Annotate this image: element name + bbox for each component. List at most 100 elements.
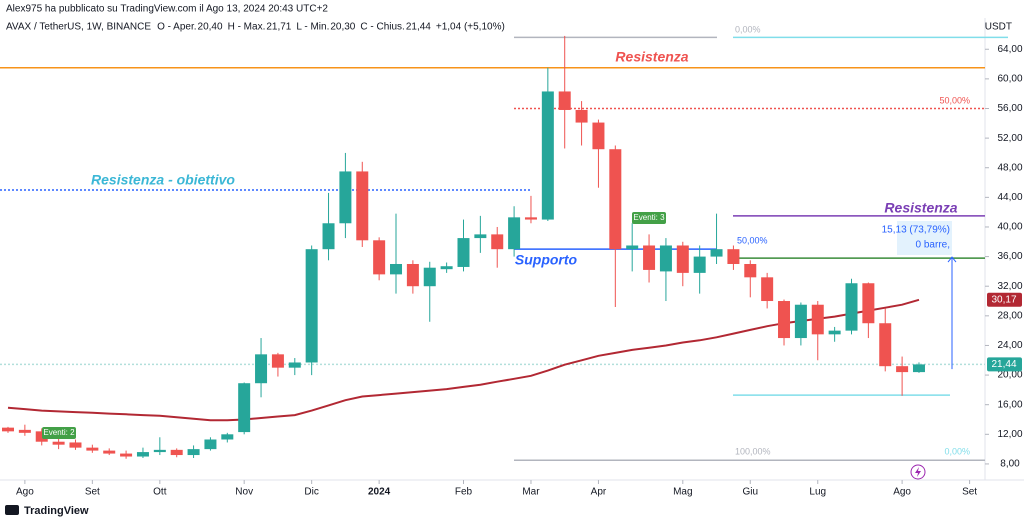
x-tick-label: Ago — [16, 487, 34, 498]
candle-body — [761, 277, 774, 302]
measure-box — [897, 221, 952, 255]
fib-label: 100,00% — [735, 446, 771, 456]
candle-body — [558, 91, 571, 110]
candle-body — [238, 383, 251, 433]
footer-logo: TradingView — [24, 505, 89, 517]
candle-body — [676, 245, 689, 273]
legend-item: O - Aper. — [157, 22, 196, 33]
x-tick-label: Dic — [304, 487, 318, 498]
candle-body — [390, 263, 403, 275]
level-label: Supporto — [515, 252, 578, 268]
x-tick-label: Mag — [673, 487, 692, 498]
y-tick-label: 32,00 — [997, 281, 1022, 292]
y-tick-label: 24,00 — [997, 340, 1022, 351]
candle-body — [778, 301, 791, 339]
candle-body — [86, 447, 99, 451]
candle-body — [288, 362, 301, 368]
event-icon-bolt — [915, 467, 921, 477]
candle-body — [491, 234, 504, 250]
x-tick-label: Set — [85, 487, 100, 498]
measure-arrow-head — [947, 256, 957, 263]
candle-body — [322, 223, 335, 250]
candle-body — [356, 171, 369, 241]
y-tick-label: 56,00 — [997, 103, 1022, 114]
y-tick-label: 36,00 — [997, 251, 1022, 262]
x-tick-label: Mar — [522, 487, 540, 498]
price-tag — [987, 357, 1022, 372]
candle-body — [896, 366, 909, 373]
candle-body — [18, 429, 31, 433]
x-tick-label: Giu — [742, 487, 758, 498]
candle-body — [727, 249, 740, 264]
candle-body — [879, 323, 892, 367]
x-tick-label: Apr — [591, 487, 607, 498]
y-tick-label: 16,00 — [997, 399, 1022, 410]
candle-body — [508, 217, 521, 250]
candle-body — [794, 304, 807, 339]
event-label: Eventi: 2 — [43, 428, 75, 437]
currency: USDT — [985, 22, 1012, 33]
legend-item: H - Max. — [228, 22, 266, 33]
y-tick-label: 48,00 — [997, 162, 1022, 173]
price-tag-label: 21,44 — [991, 359, 1016, 370]
fib-label: 0,00% — [944, 446, 970, 456]
event-label: Eventi: 3 — [633, 213, 665, 222]
candle-body — [626, 245, 639, 250]
logo-icon — [5, 505, 19, 515]
y-tick-label: 20,00 — [997, 370, 1022, 381]
legend-item: 20,40 — [198, 22, 223, 33]
level-label: Resistenza - obiettivo — [91, 172, 235, 188]
event-marker — [42, 427, 76, 439]
candle-body — [524, 217, 537, 220]
price-tag-label: 30,17 — [991, 294, 1016, 305]
y-tick-label: 40,00 — [997, 222, 1022, 233]
candle-body — [2, 427, 14, 432]
legend-item: L - Min. — [296, 22, 329, 33]
candle-body — [862, 283, 875, 324]
candle-body — [828, 330, 841, 335]
candle-body — [575, 109, 588, 123]
candle-body — [120, 453, 133, 457]
candle-body — [204, 439, 217, 450]
y-tick-label: 12,00 — [997, 429, 1022, 440]
candle-body — [271, 354, 284, 368]
candle-body — [643, 245, 656, 270]
legend-item: 21,44 — [406, 22, 431, 33]
candle-body — [710, 249, 723, 257]
legend-item: AVAX / TetherUS, 1W, BINANCE — [6, 22, 151, 33]
x-tick-label: Nov — [235, 487, 253, 498]
candle-body — [255, 354, 268, 384]
candle-body — [187, 449, 200, 456]
candle-body — [69, 442, 82, 448]
level-label: Resistenza — [615, 49, 688, 65]
candle-body — [339, 171, 352, 224]
candle-body — [423, 267, 436, 287]
candle-body — [406, 263, 419, 287]
header: Alex975 ha pubblicato su TradingView.com… — [6, 4, 328, 15]
candle-body — [305, 249, 318, 363]
candle-body — [103, 450, 116, 454]
candle-body — [457, 238, 470, 267]
candle-body — [845, 283, 858, 331]
legend-item: C - Chius. — [360, 22, 404, 33]
measure-bars: 0 barre, — [916, 240, 950, 251]
moving-average — [7, 298, 920, 422]
candle-body — [440, 266, 453, 270]
y-tick-label: 60,00 — [997, 74, 1022, 85]
candle-body — [221, 434, 234, 440]
legend-item: 21,71 — [266, 22, 291, 33]
x-tick-label: 2024 — [368, 487, 391, 498]
event-marker — [632, 212, 666, 224]
x-tick-label: Ago — [893, 487, 911, 498]
candle-body — [744, 263, 757, 278]
legend-item: 20,30 — [330, 22, 355, 33]
price-tag — [987, 292, 1022, 307]
fib-label: 50,00% — [737, 235, 768, 245]
candle-body — [136, 452, 149, 457]
y-tick-label: 64,00 — [997, 44, 1022, 55]
measure-text: 15,13 (73,79%) — [882, 225, 950, 236]
x-tick-label: Set — [962, 487, 977, 498]
x-tick-label: Feb — [455, 487, 473, 498]
x-tick-label: Ott — [153, 487, 167, 498]
